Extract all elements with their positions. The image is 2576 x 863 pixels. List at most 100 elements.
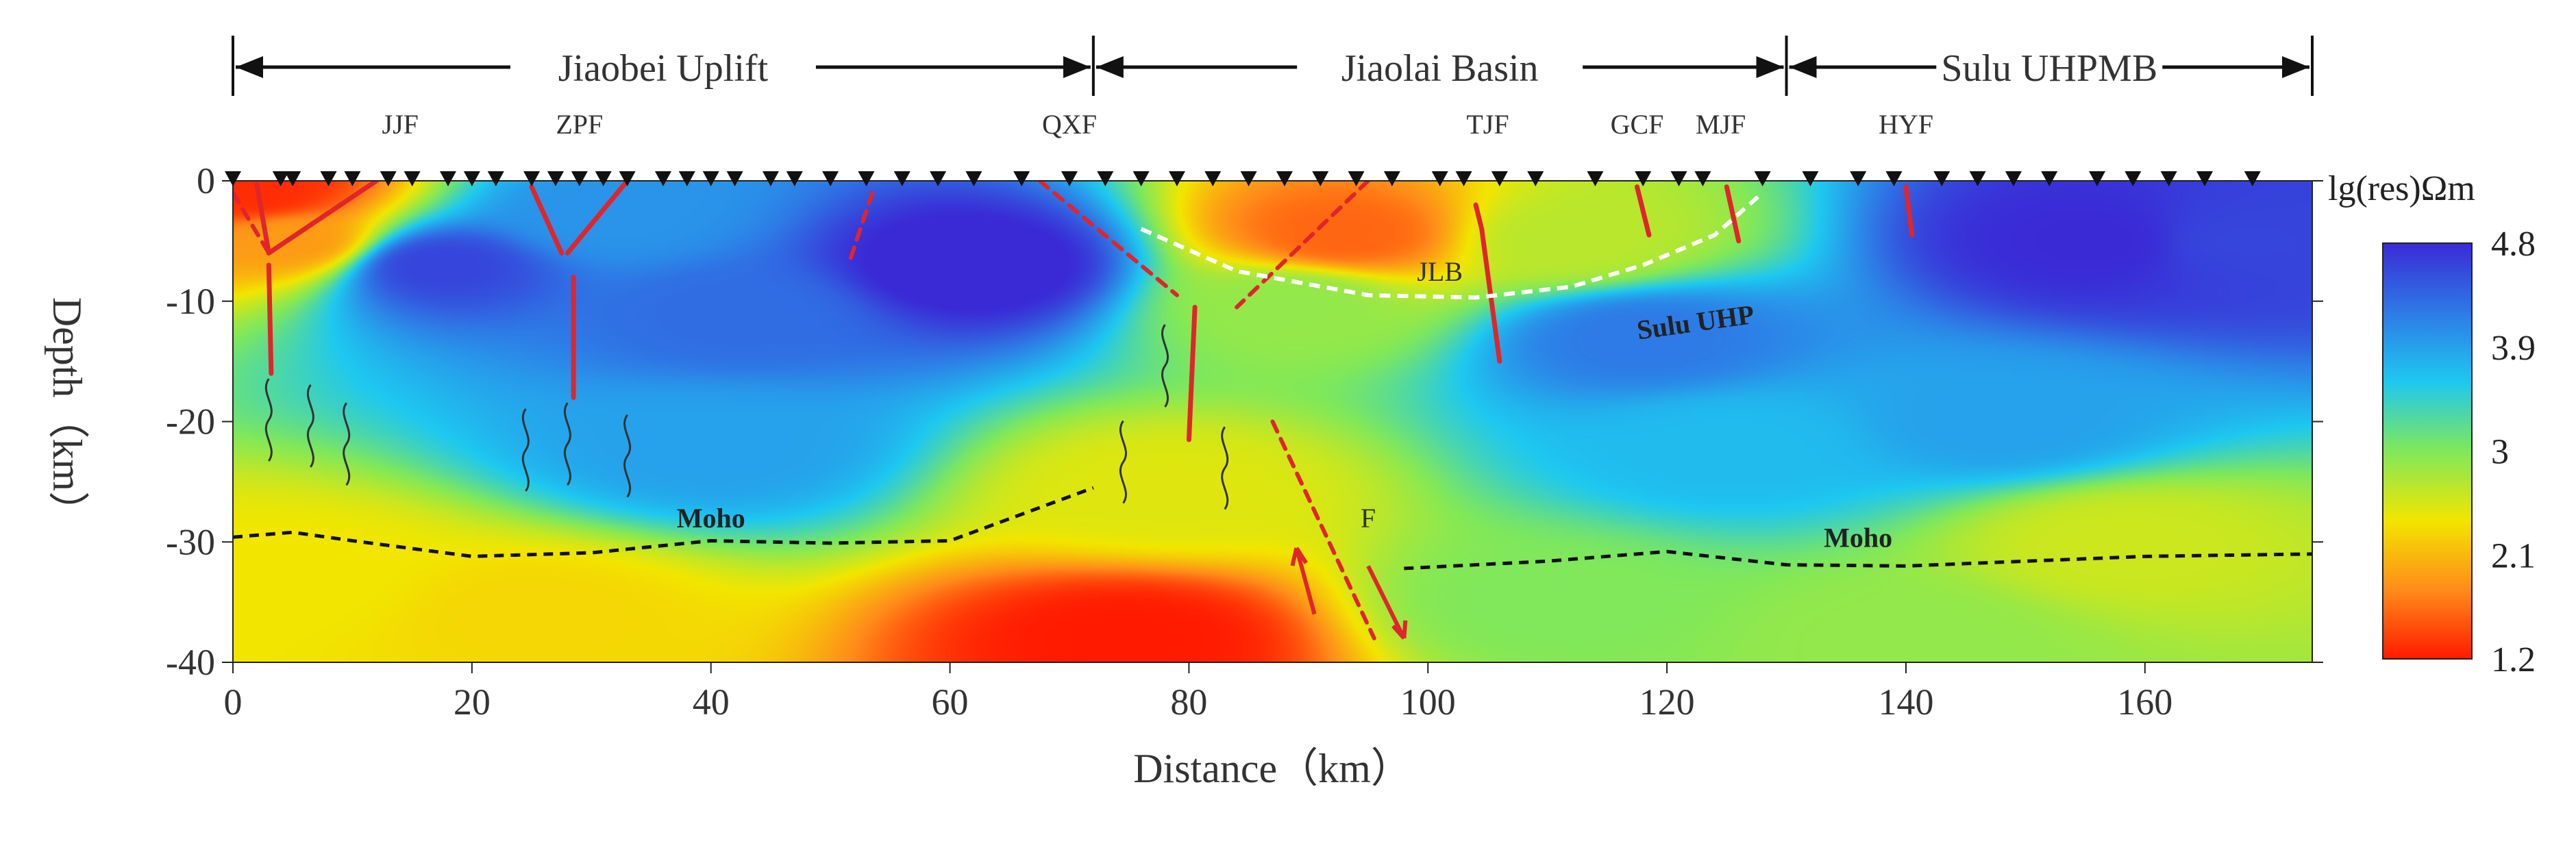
fault-trace-jjf-b xyxy=(266,181,379,255)
colorbar-tick-label: 3 xyxy=(2491,433,2509,472)
fault-dashed-f xyxy=(1270,419,1376,640)
moho-line-east xyxy=(1404,549,2312,571)
ductile-shear-mark xyxy=(521,408,530,492)
station-marker xyxy=(272,171,289,186)
ductile-shear-mark xyxy=(1161,324,1169,408)
ductile-shear-mark xyxy=(563,402,571,486)
ductile-shear-mark xyxy=(623,414,632,498)
station-marker xyxy=(1348,171,1365,186)
station-marker xyxy=(619,171,636,186)
station-marker xyxy=(1204,171,1222,186)
station-marker xyxy=(2196,171,2214,186)
fault-name-label: GCF xyxy=(1611,109,1664,140)
station-marker xyxy=(930,171,947,186)
station-marker xyxy=(1132,171,1150,186)
station-marker xyxy=(225,171,241,186)
station-marker xyxy=(595,171,612,186)
station-marker xyxy=(678,171,695,186)
station-marker xyxy=(822,171,839,186)
station-marker xyxy=(1694,171,1711,186)
station-marker xyxy=(380,171,397,186)
station-marker xyxy=(1013,171,1030,186)
y-axis-label: Depth（km） xyxy=(45,297,90,532)
station-marker xyxy=(2089,171,2106,186)
y-tick-label: -20 xyxy=(166,401,215,442)
fault-trace-qxf-deep xyxy=(1186,305,1198,442)
station-marker xyxy=(487,171,504,186)
fault-trace-mjf xyxy=(1724,184,1742,244)
fault-dashed-qxf xyxy=(1037,181,1179,297)
station-marker xyxy=(2244,171,2261,186)
station-marker xyxy=(893,171,911,186)
colorbar-tick-label: 3.9 xyxy=(2491,329,2536,368)
x-axis-label: Distance（km） xyxy=(1133,746,1412,791)
fault-trace-hyf xyxy=(1903,184,1915,238)
station-marker xyxy=(1383,171,1400,186)
station-marker xyxy=(1754,171,1771,186)
station-marker xyxy=(762,171,779,186)
y-tick-label: -40 xyxy=(166,642,215,683)
station-marker xyxy=(284,171,301,186)
shear-arrowhead-down xyxy=(1391,620,1408,640)
tectonic-unit-label: Jiaolai Basin xyxy=(1341,47,1539,90)
fault-name-label: QXF xyxy=(1042,109,1097,140)
colorbar-tick-label: 4.8 xyxy=(2491,225,2536,264)
x-tick-label: 40 xyxy=(693,681,730,723)
fault-trace-gcf xyxy=(1634,184,1652,238)
station-marker xyxy=(654,171,671,186)
fault-dashed-basin xyxy=(1235,181,1371,310)
station-marker xyxy=(2041,171,2058,186)
station-marker xyxy=(1061,171,1078,186)
station-marker xyxy=(1491,171,1508,186)
shear-arrowhead-up xyxy=(1290,547,1308,566)
station-marker xyxy=(1312,171,1329,186)
tectonic-unit-label: Sulu UHPMB xyxy=(1941,47,2157,90)
x-tick-label: 120 xyxy=(1639,681,1695,723)
station-marker xyxy=(547,171,564,186)
station-marker xyxy=(2005,171,2022,186)
station-marker xyxy=(1850,171,1867,186)
y-tick-label: -30 xyxy=(166,521,215,562)
station-marker xyxy=(1240,171,1257,186)
fault-trace-tjf-top xyxy=(1473,202,1485,232)
station-marker xyxy=(1455,171,1472,186)
colorbar-tick-label: 2.1 xyxy=(2491,536,2536,575)
station-marker xyxy=(858,171,875,186)
ductile-shear-mark xyxy=(1221,426,1229,510)
fault-trace-zpf-b xyxy=(565,181,630,255)
profile-annotation: Moho xyxy=(1824,522,1892,553)
fault-name-label: ZPF xyxy=(556,109,603,140)
ductile-shear-mark xyxy=(306,384,314,468)
station-marker xyxy=(1670,171,1687,186)
shear-arrow-down xyxy=(1366,565,1407,640)
y-tick-label: 0 xyxy=(197,160,215,201)
station-marker xyxy=(1969,171,1986,186)
x-tick-label: 160 xyxy=(2117,681,2172,723)
station-marker xyxy=(1168,171,1185,186)
x-tick-label: 0 xyxy=(224,681,243,723)
fault-trace-jjf-a xyxy=(254,182,271,255)
station-marker xyxy=(1527,171,1544,186)
station-marker xyxy=(1587,171,1604,186)
profile-annotation: JLB xyxy=(1417,256,1463,287)
station-marker xyxy=(571,171,588,186)
station-marker xyxy=(1885,171,1903,186)
profile-annotation: Moho xyxy=(677,503,745,534)
fault-name-label: HYF xyxy=(1879,109,1933,140)
fault-name-label: MJF xyxy=(1696,109,1746,140)
station-marker xyxy=(1097,171,1114,186)
tectonic-unit-label: Jiaobei Uplift xyxy=(558,47,769,90)
station-marker xyxy=(523,171,541,186)
station-marker xyxy=(786,171,803,186)
ductile-shear-mark xyxy=(1119,420,1127,504)
ductile-shear-mark xyxy=(343,402,351,486)
station-marker xyxy=(726,171,743,186)
jiaolai-basin-boundary xyxy=(1140,191,1764,300)
station-marker xyxy=(1635,171,1652,186)
x-tick-label: 100 xyxy=(1400,681,1456,723)
fault-name-label: JJF xyxy=(382,109,419,140)
station-marker xyxy=(2125,171,2142,186)
fault-dashed-mid xyxy=(846,190,875,268)
station-marker xyxy=(404,171,421,186)
